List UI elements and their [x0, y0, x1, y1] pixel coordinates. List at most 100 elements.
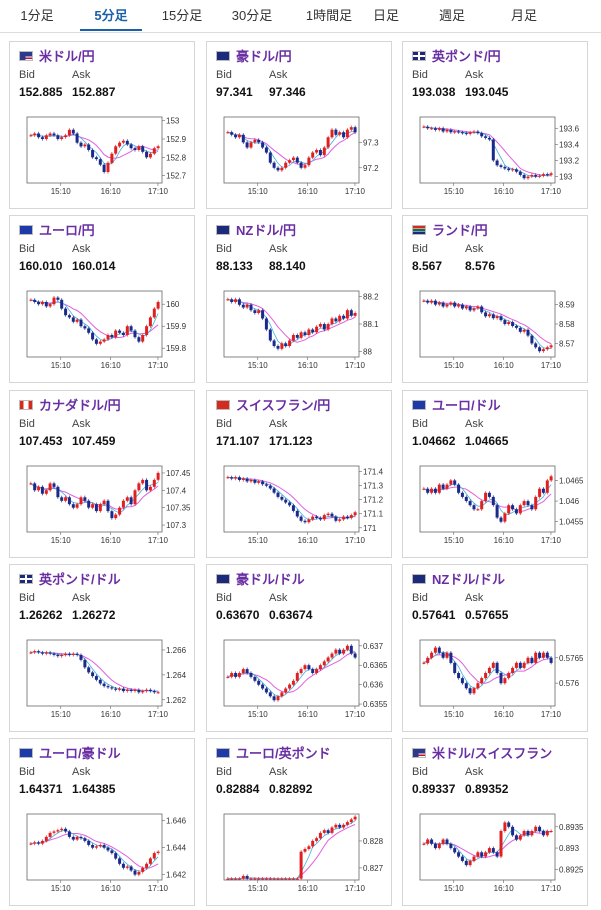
candle-body [342, 516, 346, 520]
rate-card[interactable]: NZドル/ドル Bid Ask 0.57641 0.57655 0.5765 0.576 15… [402, 564, 588, 732]
tab-6[interactable]: 週足 [438, 8, 465, 23]
rate-card[interactable]: ランド/円 Bid Ask 8.567 8.576 8.59 8.58 8.57 15:10 16… [402, 215, 588, 383]
rate-card[interactable]: ユーロ/ドル Bid Ask 1.04662 1.04665 1.0465 1.046 1.0… [402, 390, 588, 558]
candle-body [491, 662, 495, 668]
mini-candlestick-chart[interactable]: 171.4 171.3 171.2 171.1 171 15:10 16:10 17:10 [213, 461, 387, 555]
candle-body [44, 302, 48, 307]
candle-body [342, 649, 346, 654]
rate-card[interactable]: ユーロ/英ポンド Bid Ask 0.82884 0.82892 0.828 0.827 15… [206, 738, 392, 906]
x-tick-label: 16:10 [298, 884, 319, 893]
rate-card[interactable]: ユーロ/豪ドル Bid Ask 1.64371 1.64385 1.646 1.644 1.6… [9, 738, 195, 906]
candle-body [129, 866, 133, 871]
pair-name-link[interactable]: ユーロ/ドル [432, 398, 501, 413]
mini-candlestick-chart[interactable]: 160 159.9 159.8 15:10 16:10 17:10 [16, 286, 190, 380]
candle-body [64, 653, 68, 655]
tab-0[interactable]: 1分足 [20, 8, 54, 23]
candle-body [121, 332, 125, 335]
mini-candlestick-chart[interactable]: 0.5765 0.576 15:10 16:10 17:10 [409, 635, 583, 729]
mini-candlestick-chart[interactable]: 0.637 0.6365 0.636 0.6355 15:10 16:10 17:10 [213, 635, 387, 729]
rate-card[interactable]: ユーロ/円 Bid Ask 160.010 160.014 160 159.9 159.8 15… [9, 215, 195, 383]
candle-body [141, 691, 145, 693]
pair-name-link[interactable]: ランド/円 [432, 223, 488, 238]
candle-body [237, 673, 241, 677]
rate-card[interactable]: 豪ドル/円 Bid Ask 97.341 97.346 97.3 97.2 15:10 16:1… [206, 41, 392, 209]
candle-body [422, 126, 426, 128]
candle-body [437, 484, 441, 493]
candle-body [330, 318, 334, 324]
candle-body [449, 652, 453, 663]
tab-4[interactable]: 1時間足 [305, 8, 353, 23]
chart-frame [223, 813, 360, 881]
candle-body [67, 653, 71, 655]
chart-frame [223, 290, 360, 358]
x-tick-label: 17:10 [345, 710, 366, 719]
candle-body [280, 692, 284, 697]
candle-body [249, 142, 253, 148]
rate-card[interactable]: 米ドル/スイスフラン Bid Ask 0.89337 0.89352 0.8935 0.89… [402, 738, 588, 906]
pair-name-link[interactable]: NZドル/円 [236, 223, 296, 238]
rate-card[interactable]: 英ポンド/円 Bid Ask 193.038 193.045 193.6 193.4 193.… [402, 41, 588, 209]
tab-5[interactable]: 日足 [372, 8, 399, 23]
tab-1[interactable]: 5分足 [80, 0, 142, 31]
candle-body [79, 319, 83, 327]
pair-name-link[interactable]: カナダドル/円 [39, 398, 121, 413]
pair-name-link[interactable]: 豪ドル/ドル [236, 572, 305, 587]
mini-candlestick-chart[interactable]: 88.2 88.1 88 15:10 16:10 17:10 [213, 286, 387, 380]
candle-body [353, 313, 357, 316]
rate-card[interactable]: スイスフラン/円 Bid Ask 171.107 171.123 171.4 171.3 17… [206, 390, 392, 558]
x-tick-label: 15:10 [248, 187, 269, 196]
moving-average-line [423, 300, 552, 345]
candle-body [52, 297, 56, 305]
ask-label: Ask [269, 418, 288, 430]
candle-body [156, 851, 160, 853]
candle-body [530, 505, 534, 510]
bid-label: Bid [412, 592, 428, 604]
candle-body [288, 502, 292, 506]
candle-body [83, 497, 87, 501]
candle-body [334, 318, 338, 322]
mini-candlestick-chart[interactable]: 0.828 0.827 15:10 16:10 17:10 [213, 809, 387, 903]
pair-name-link[interactable]: 英ポンド/円 [432, 49, 501, 64]
mini-candlestick-chart[interactable]: 107.45 107.4 107.35 107.3 15:10 16:10 17:10 [16, 461, 190, 555]
candle-body [460, 304, 464, 309]
candle-body [526, 657, 530, 663]
pair-name-link[interactable]: ユーロ/英ポンド [236, 746, 331, 761]
candle-body [338, 132, 342, 135]
mini-candlestick-chart[interactable]: 97.3 97.2 15:10 16:10 17:10 [213, 112, 387, 206]
eu-flag-icon [412, 400, 426, 410]
chart-frame [223, 116, 360, 184]
candle-body [268, 152, 272, 163]
pair-name-link[interactable]: 英ポンド/ドル [39, 572, 121, 587]
candle-body [311, 516, 315, 520]
pair-name-link[interactable]: ユーロ/円 [39, 223, 95, 238]
mini-candlestick-chart[interactable]: 1.646 1.644 1.642 15:10 16:10 17:10 [16, 809, 190, 903]
mini-candlestick-chart[interactable]: 1.266 1.264 1.262 15:10 16:10 17:10 [16, 635, 190, 729]
candle-body [322, 830, 326, 833]
pair-name-link[interactable]: 米ドル/円 [39, 49, 95, 64]
candle-body [468, 306, 472, 311]
tab-2[interactable]: 15分足 [161, 8, 203, 23]
candle-body [495, 662, 499, 673]
pair-name-link[interactable]: 米ドル/スイスフラン [432, 746, 553, 761]
candle-body [430, 652, 434, 658]
tab-3[interactable]: 30分足 [231, 8, 273, 23]
mini-candlestick-chart[interactable]: 1.0465 1.046 1.0455 15:10 16:10 17:10 [409, 461, 583, 555]
pair-name-link[interactable]: NZドル/ドル [432, 572, 505, 587]
candle-body [422, 300, 426, 302]
mini-candlestick-chart[interactable]: 153 152.9 152.8 152.7 15:10 16:10 17:10 [16, 112, 190, 206]
y-tick-label: 88.2 [363, 293, 379, 302]
mini-candlestick-chart[interactable]: 0.8935 0.893 0.8925 15:10 16:10 17:10 [409, 809, 583, 903]
candle-body [511, 505, 515, 510]
tab-7[interactable]: 月足 [510, 8, 537, 23]
pair-name-link[interactable]: ユーロ/豪ドル [39, 746, 121, 761]
y-tick-label: 0.637 [363, 642, 384, 651]
rate-card[interactable]: NZドル/円 Bid Ask 88.133 88.140 88.2 88.1 88 15:10 1… [206, 215, 392, 383]
mini-candlestick-chart[interactable]: 8.59 8.58 8.57 15:10 16:10 17:10 [409, 286, 583, 380]
rate-card[interactable]: 米ドル/円 Bid Ask 152.885 152.887 153 152.9 152.8 15… [9, 41, 195, 209]
pair-name-link[interactable]: スイスフラン/円 [236, 398, 331, 413]
pair-name-link[interactable]: 豪ドル/円 [236, 49, 292, 64]
rate-card[interactable]: カナダドル/円 Bid Ask 107.453 107.459 107.45 107.4 10… [9, 390, 195, 558]
rate-card[interactable]: 豪ドル/ドル Bid Ask 0.63670 0.63674 0.637 0.6365 0.6… [206, 564, 392, 732]
rate-card[interactable]: 英ポンド/ドル Bid Ask 1.26262 1.26272 1.266 1.264 1.2… [9, 564, 195, 732]
mini-candlestick-chart[interactable]: 193.6 193.4 193.2 193 15:10 16:10 17:10 [409, 112, 583, 206]
